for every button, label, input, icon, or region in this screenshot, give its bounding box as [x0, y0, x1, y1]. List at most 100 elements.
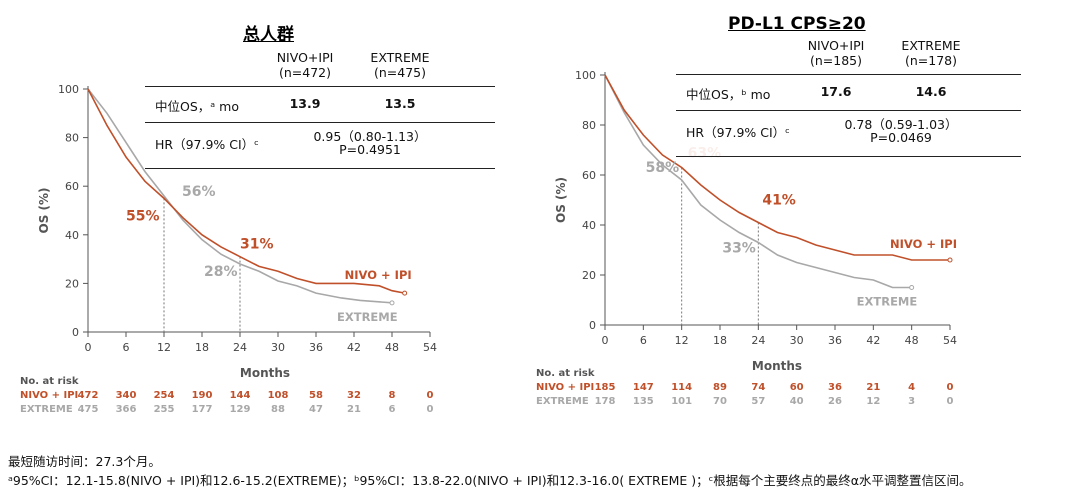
risk-count-nivo-ipi: 190: [191, 390, 213, 401]
panel-overall: 0 20 40 60 80 100 0 6 12 18 24 30 36 42 48 54 Months OS (…: [0, 0, 540, 420]
table-row2-label: HR（97.9% CI）ᶜ: [686, 125, 790, 140]
summary-table: NIVO+IPI (n=185) EXTREME (n=178) 中位OS，ᵇ mo 17…: [676, 38, 1021, 158]
risk-count-nivo-ipi: 254: [153, 390, 175, 401]
chart-title: 总人群: [243, 25, 294, 45]
table-col1: NIVO+IPI: [807, 38, 865, 53]
risk-count-extreme: 40: [789, 396, 804, 407]
risk-count-extreme: 26: [828, 396, 842, 407]
table-row2-v: 0.78（0.59-1.03）: [844, 117, 958, 132]
percent-annotation: 58%: [646, 160, 680, 176]
risk-count-extreme: 57: [751, 396, 766, 407]
risk-count-nivo-ipi: 0: [426, 390, 434, 401]
percent-annotation: 55%: [126, 208, 160, 224]
risk-count-extreme: 101: [671, 396, 693, 407]
y-tick-label: 0: [589, 319, 596, 332]
percent-annotation: 56%: [182, 184, 216, 200]
risk-count-extreme: 88: [271, 404, 285, 415]
risk-count-extreme: 475: [77, 404, 99, 415]
risk-count-nivo-ipi: 89: [713, 382, 727, 393]
risk-count-nivo-ipi: 21: [866, 382, 881, 393]
table-col2: EXTREME: [370, 50, 430, 65]
x-tick-label: 6: [123, 341, 130, 354]
table-divider: [145, 168, 495, 169]
series-label: NIVO + IPI: [890, 237, 957, 251]
table-row1-v1: 17.6: [820, 84, 852, 99]
y-axis-label: OS (%): [554, 177, 568, 223]
x-tick-label: 48: [385, 341, 399, 354]
y-tick-label: 20: [65, 277, 79, 290]
table-row2-label: HR（97.9% CI）ᶜ: [155, 137, 259, 152]
risk-count-extreme: 255: [153, 404, 175, 415]
x-axis-label: Months: [240, 366, 290, 380]
y-tick-label: 0: [72, 326, 79, 339]
x-tick-label: 0: [85, 341, 92, 354]
table-row1-label: 中位OS，ᵃ mo: [155, 99, 239, 114]
risk-count-extreme: 366: [115, 404, 137, 415]
y-tick-label: 40: [65, 229, 79, 242]
km-curve-nivo-ipi: [87, 88, 405, 294]
y-tick-label: 40: [582, 219, 596, 232]
risk-count-nivo-ipi: 0: [946, 382, 954, 393]
risk-count-nivo-ipi: 114: [671, 382, 693, 393]
y-axis-label: OS (%): [37, 187, 51, 233]
censor-mark: [402, 290, 408, 296]
risk-header: No. at risk: [20, 376, 79, 387]
risk-label-extreme: EXTREME: [20, 404, 73, 415]
risk-count-extreme: 12: [866, 396, 881, 407]
risk-count-nivo-ipi: 472: [77, 390, 99, 401]
risk-count-extreme: 70: [713, 396, 727, 407]
risk-label-nivo-ipi: NIVO + IPI: [20, 390, 79, 401]
y-tick-label: 100: [58, 83, 79, 96]
x-tick-label: 18: [713, 334, 727, 347]
risk-count-extreme: 129: [229, 404, 251, 415]
risk-count-extreme: 178: [594, 396, 616, 407]
censor-mark: [909, 285, 915, 290]
table-col1: NIVO+IPI: [276, 50, 334, 65]
km-chart-pdl1: 0 20 40 60 80 100 0 6 12 18 24 30 36 42 48 54 Months OS (…: [554, 69, 957, 373]
risk-header: No. at risk: [536, 368, 595, 379]
table-row1-label: 中位OS，ᵇ mo: [686, 87, 771, 102]
footnote-ci: ᵃ95%CI：12.1-15.8(NIVO + IPI)和12.6-15.2(E…: [8, 473, 972, 488]
table-divider: [676, 74, 1021, 75]
risk-label-nivo-ipi: NIVO + IPI: [536, 382, 595, 393]
footnote-followup: 最短随访时间：27.3个月。: [8, 454, 161, 469]
table-col1-n: (n=185): [809, 53, 862, 68]
x-tick-label: 36: [309, 341, 323, 354]
series-label: NIVO + IPI: [345, 268, 412, 282]
summary-table: NIVO+IPI (n=472) EXTREME (n=475) 中位OS，ᵃ mo 13…: [145, 50, 495, 170]
x-tick-label: 36: [828, 334, 842, 347]
risk-count-extreme: 6: [388, 404, 396, 415]
risk-count-nivo-ipi: 185: [594, 382, 616, 393]
risk-count-nivo-ipi: 32: [347, 390, 361, 401]
censor-mark: [947, 257, 953, 263]
y-tick-label: 60: [65, 180, 79, 193]
panel-pdl1: 0 20 40 60 80 100 0 6 12 18 24 30 36 42 48 54 Months OS (…: [530, 0, 1080, 420]
km-curve-extreme: [87, 88, 393, 304]
risk-count-extreme: 135: [632, 396, 654, 407]
percent-annotation: 41%: [762, 193, 796, 209]
y-tick-label: 80: [582, 119, 596, 132]
km-curve-nivo-ipi: [604, 74, 950, 261]
table-row1-v2: 13.5: [384, 96, 416, 111]
x-tick-label: 54: [943, 334, 957, 347]
risk-count-nivo-ipi: 74: [751, 382, 766, 393]
y-tick-label: 80: [65, 132, 79, 145]
censor-mark: [389, 300, 395, 306]
risk-count-extreme: 177: [191, 404, 213, 415]
risk-count-nivo-ipi: 147: [632, 382, 654, 393]
chart-title: PD-L1 CPS≥20: [728, 14, 866, 34]
risk-count-nivo-ipi: 4: [908, 382, 916, 393]
table-row2-v: 0.95（0.80-1.13）: [313, 129, 427, 144]
x-tick-label: 24: [751, 334, 765, 347]
y-tick-label: 20: [582, 269, 596, 282]
table-row1-v2: 14.6: [915, 84, 947, 99]
risk-label-extreme: EXTREME: [536, 396, 589, 407]
table-row1-v1: 13.9: [289, 96, 321, 111]
x-tick-label: 42: [866, 334, 880, 347]
y-tick-label: 100: [575, 69, 596, 82]
percent-annotation: 28%: [204, 264, 238, 280]
risk-count-nivo-ipi: 108: [267, 390, 289, 401]
x-tick-label: 54: [423, 341, 437, 354]
risk-count-nivo-ipi: 340: [115, 390, 137, 401]
table-divider: [676, 110, 1021, 111]
